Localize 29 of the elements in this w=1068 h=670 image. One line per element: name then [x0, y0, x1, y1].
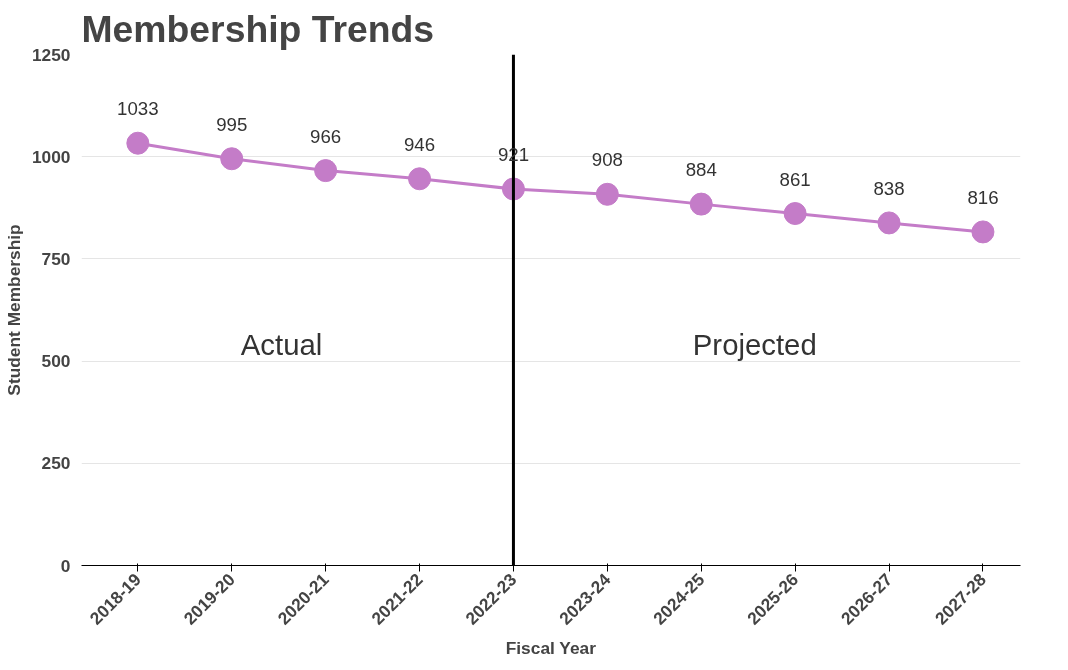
point — [877, 211, 901, 235]
point — [408, 167, 432, 191]
data-label: 816 — [967, 186, 999, 208]
data-label: 966 — [310, 125, 342, 147]
point — [314, 159, 338, 183]
annotation: Actual — [240, 328, 323, 362]
y-tick-label: 250 — [41, 453, 71, 474]
point — [689, 192, 713, 216]
point — [971, 220, 995, 244]
annotation: Projected — [692, 328, 817, 362]
data-label: 861 — [779, 168, 811, 190]
data-label: 946 — [403, 133, 436, 155]
y-tick-label: 1000 — [31, 146, 71, 167]
data-label: 908 — [591, 149, 623, 171]
point — [595, 182, 619, 206]
y-tick-label: 0 — [60, 555, 71, 576]
y-tick-label: 750 — [41, 248, 71, 269]
data-label: 884 — [685, 159, 717, 181]
point — [126, 131, 150, 155]
x-axis-title: Fiscal Year — [505, 637, 597, 658]
data-label: 995 — [216, 113, 248, 135]
y-tick-label: 1250 — [31, 44, 71, 65]
point — [220, 147, 244, 171]
data-label: 838 — [873, 177, 905, 199]
y-tick-label: 500 — [41, 351, 71, 372]
data-label: 1033 — [117, 98, 159, 120]
y-axis-title: Student Membership — [3, 224, 24, 396]
point — [783, 202, 807, 225]
chart-title: Membership Trends — [81, 7, 435, 50]
